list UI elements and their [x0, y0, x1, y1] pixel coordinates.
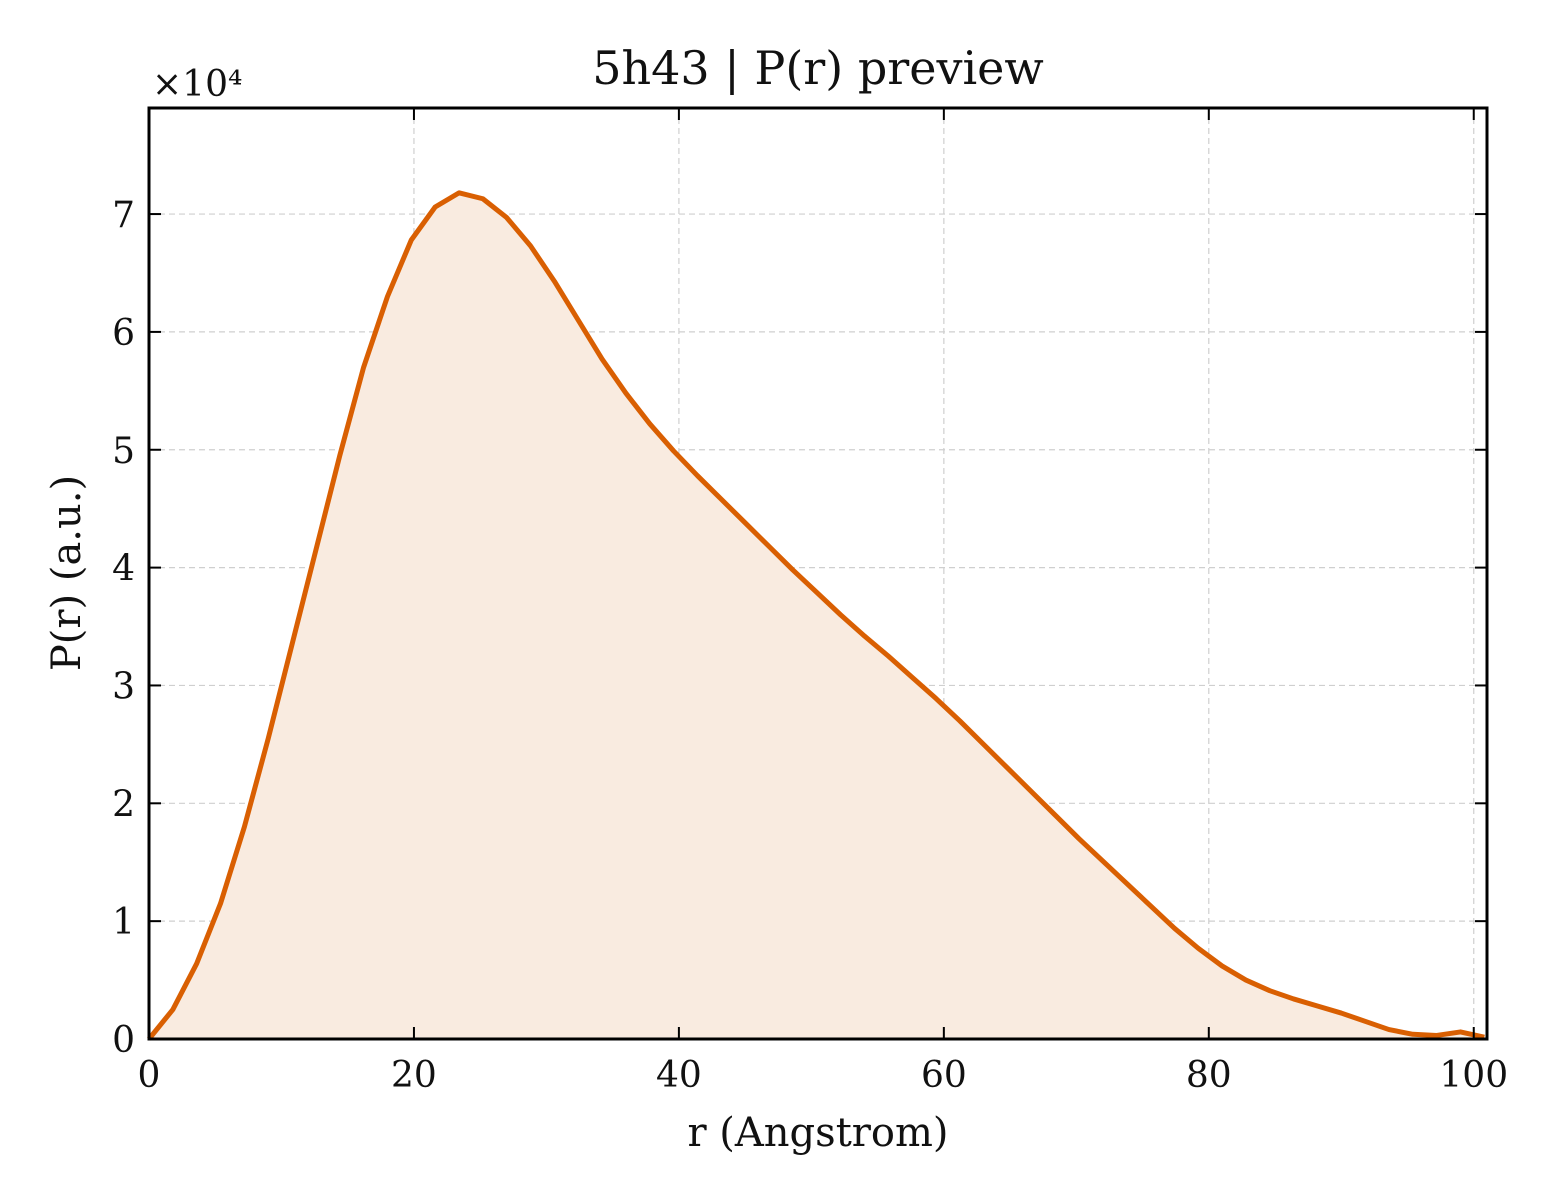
- y-tick-label: 6: [112, 313, 135, 354]
- x-tick-label: 40: [656, 1055, 702, 1096]
- x-tick-label: 60: [921, 1055, 967, 1096]
- pr-series-line: [147, 190, 1485, 1041]
- y-offset-label: ×10⁴: [152, 64, 242, 105]
- y-tick-label: 5: [112, 431, 135, 472]
- y-tick-label: 7: [112, 195, 135, 236]
- chart-title: 5h43 | P(r) preview: [592, 41, 1044, 95]
- pr-area-fill: [149, 192, 1485, 1040]
- x-tick-label: 80: [1186, 1055, 1232, 1096]
- x-tick-label: 0: [138, 1055, 161, 1096]
- x-tick-label: 20: [391, 1055, 437, 1096]
- y-tick-label: 1: [112, 902, 135, 943]
- axis-ticks: 0 20 40 60 80 100 0 1 2 3 4 5 6 7: [112, 108, 1508, 1096]
- y-axis-label: P(r) (a.u.): [44, 475, 90, 671]
- y-tick-label: 4: [112, 549, 135, 590]
- y-tick-label: 0: [112, 1020, 135, 1061]
- x-tick-label: 100: [1439, 1055, 1508, 1096]
- x-axis-label: r (Angstrom): [687, 1110, 948, 1156]
- y-tick-label: 2: [112, 784, 135, 825]
- y-tick-label: 3: [112, 666, 135, 707]
- plot-frame: [147, 106, 1489, 1041]
